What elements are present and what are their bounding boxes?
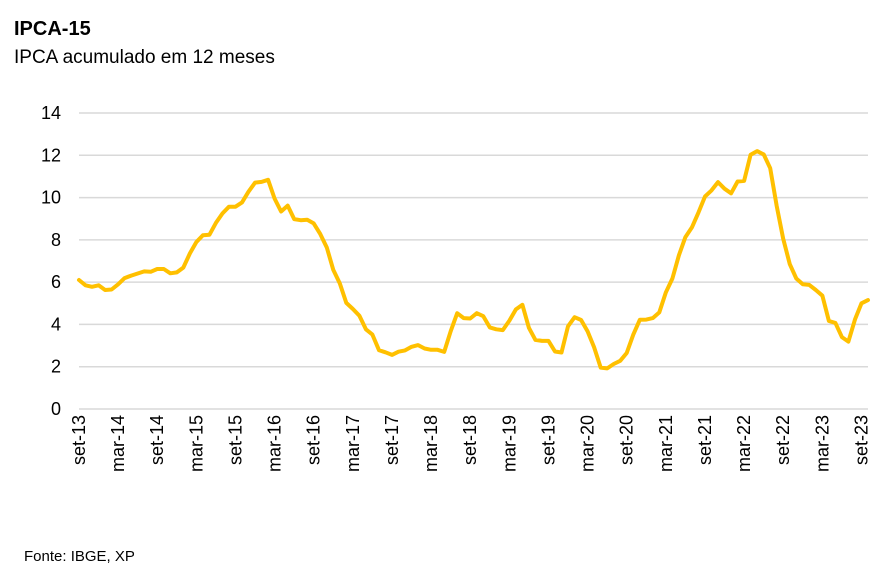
chart-title: IPCA-15 — [14, 18, 91, 40]
x-tick-label: mar-18 — [421, 415, 441, 472]
x-tick-label: set-13 — [69, 415, 89, 465]
y-tick-label: 12 — [41, 145, 61, 165]
x-tick-label: mar-23 — [812, 415, 832, 472]
x-tick-label: set-17 — [382, 415, 402, 465]
x-tick-label: set-20 — [617, 415, 637, 465]
y-tick-label: 4 — [51, 314, 61, 334]
x-tick-label: set-16 — [304, 415, 324, 465]
y-tick-label: 2 — [51, 357, 61, 377]
x-tick-label: set-21 — [695, 415, 715, 465]
x-tick-label: mar-15 — [186, 415, 206, 472]
y-tick-label: 8 — [51, 230, 61, 250]
source-note: Fonte: IBGE, XP — [24, 548, 135, 565]
x-tick-label: set-15 — [225, 415, 245, 465]
y-tick-label: 6 — [51, 272, 61, 292]
y-tick-label: 10 — [41, 188, 61, 208]
x-tick-label: mar-16 — [265, 415, 285, 472]
x-tick-label: mar-20 — [578, 415, 598, 472]
series-line-ipca15 — [77, 149, 870, 371]
x-tick-label: set-18 — [460, 415, 480, 465]
x-tick-label: set-23 — [851, 415, 871, 465]
x-tick-label: mar-17 — [343, 415, 363, 472]
x-tick-label: mar-22 — [734, 415, 754, 472]
x-tick-label: mar-14 — [108, 415, 128, 472]
chart-subtitle: IPCA acumulado em 12 meses — [14, 47, 275, 68]
y-tick-label: 14 — [41, 103, 61, 123]
x-tick-label: mar-19 — [499, 415, 519, 472]
x-tick-label: set-19 — [538, 415, 558, 465]
x-tick-label: set-22 — [773, 415, 793, 465]
x-tick-label: set-14 — [147, 415, 167, 465]
x-tick-label: mar-21 — [656, 415, 676, 472]
y-tick-label: 0 — [51, 399, 61, 419]
